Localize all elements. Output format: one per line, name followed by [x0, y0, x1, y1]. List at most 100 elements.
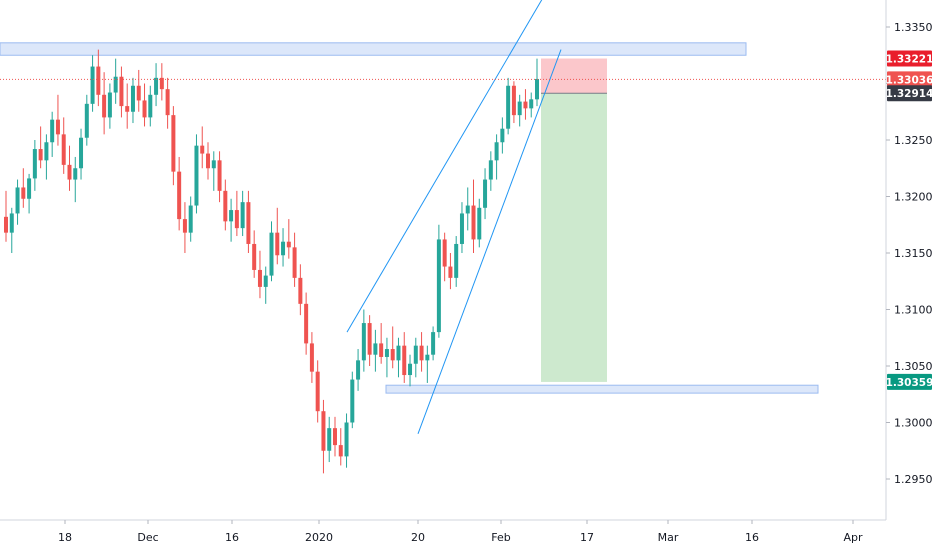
candle	[102, 72, 107, 135]
candle-body	[379, 343, 384, 357]
candle-body	[194, 145, 199, 206]
candle	[459, 202, 464, 253]
candle	[338, 428, 343, 466]
x-tick-label: Dec	[137, 531, 158, 544]
candle	[32, 140, 37, 191]
candle-body	[436, 239, 441, 333]
candle-body	[4, 216, 8, 233]
price-badge-label: 1.30359	[886, 377, 932, 389]
candle-body	[500, 128, 505, 143]
candle-body	[390, 349, 395, 361]
candle	[79, 128, 84, 180]
candle	[159, 63, 164, 101]
candle-body	[321, 411, 326, 451]
candle	[263, 266, 268, 304]
candle-body	[211, 160, 216, 169]
candle	[38, 126, 43, 169]
candle-body	[148, 94, 153, 118]
candle-body	[494, 142, 499, 161]
candle	[361, 309, 366, 372]
candle-body	[292, 247, 297, 278]
candle-body	[154, 77, 159, 95]
candle-body	[529, 99, 534, 109]
candle-body	[344, 422, 349, 457]
candle	[194, 134, 199, 214]
candle	[442, 232, 447, 282]
candle	[240, 190, 245, 237]
candle	[419, 332, 424, 372]
candle-body	[454, 243, 459, 278]
y-tick-label: 1.30000	[894, 417, 932, 430]
candle-body	[275, 232, 280, 256]
candle-body	[130, 85, 135, 112]
candle	[182, 202, 187, 253]
y-tick-label: 1.31500	[894, 247, 932, 260]
candle-body	[67, 164, 72, 180]
candle-body	[32, 149, 37, 179]
upper-channel-line	[346, 0, 543, 333]
candle-body	[171, 115, 176, 172]
candle-body	[459, 213, 464, 244]
candle-body	[523, 101, 528, 109]
candle-body	[281, 241, 286, 256]
candle	[511, 81, 516, 124]
candle-body	[338, 445, 343, 457]
candle-body	[477, 207, 482, 240]
candle	[425, 345, 430, 383]
candle	[125, 83, 130, 129]
candle	[465, 187, 470, 231]
candle-body	[142, 100, 147, 118]
candle	[350, 371, 355, 429]
candle	[206, 142, 211, 180]
candle	[408, 354, 413, 387]
candle-body	[206, 153, 211, 169]
candle-body	[73, 168, 78, 180]
candle-body	[90, 66, 95, 104]
candle-body	[535, 78, 539, 100]
candle	[384, 337, 389, 378]
candle-body	[488, 160, 493, 180]
y-tick-label: 1.33500	[894, 21, 932, 34]
candle-body	[517, 101, 522, 116]
candle	[9, 207, 14, 253]
candle-body	[367, 323, 372, 355]
candle	[321, 399, 326, 474]
take-profit-area	[541, 93, 607, 382]
candle	[344, 413, 349, 468]
stop-loss-area	[541, 58, 607, 94]
candle	[252, 230, 257, 278]
candle	[113, 58, 118, 104]
candle-body	[373, 343, 378, 355]
candle	[55, 94, 60, 146]
candle-body	[223, 190, 228, 222]
candle	[373, 329, 378, 372]
price-badge-entry: 1.32914	[886, 85, 932, 102]
candle-body	[9, 213, 14, 233]
candle	[529, 92, 534, 118]
candle	[286, 219, 291, 259]
y-tick-label: 1.32000	[894, 191, 932, 204]
y-tick-label: 1.32500	[894, 134, 932, 147]
candle	[119, 66, 124, 118]
price-badge-label: 1.33036	[886, 74, 932, 86]
resistance-zone	[0, 42, 747, 56]
x-tick-label: 17	[580, 531, 594, 544]
candle	[517, 94, 522, 127]
candle-body	[483, 179, 488, 208]
candle	[15, 179, 20, 225]
candle	[315, 360, 320, 423]
price-badge-stop-loss: 1.33221	[886, 50, 932, 67]
candle	[257, 250, 262, 299]
y-tick-label: 1.31000	[894, 304, 932, 317]
candle-body	[252, 243, 257, 270]
candle-body	[419, 345, 424, 361]
candle	[402, 332, 407, 383]
candle	[148, 85, 153, 127]
candle	[448, 253, 453, 290]
candle-body	[102, 94, 107, 118]
candle	[211, 151, 216, 191]
x-tick-label: Mar	[658, 531, 679, 544]
candle	[171, 106, 176, 186]
